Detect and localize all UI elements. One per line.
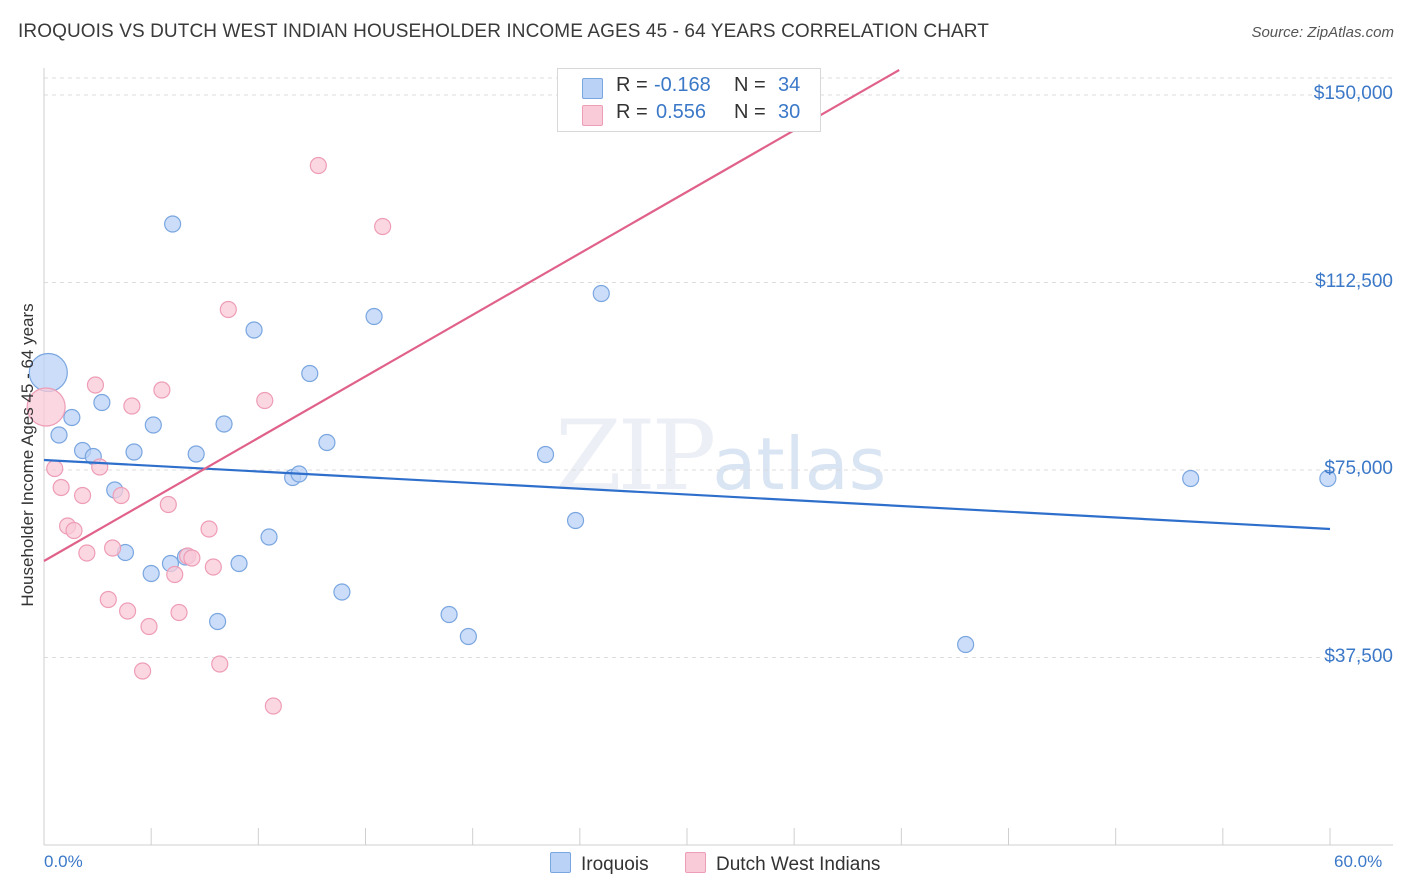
y-tick-label-150000: $150,000 — [1313, 83, 1393, 104]
trendline-dutch — [43, 69, 900, 562]
point-iroquois-15 — [209, 612, 227, 631]
legend-r-label: R = — [616, 101, 648, 123]
correlation-legend: R = -0.168 N = 34 R = 0.556 N = 30 — [557, 68, 821, 132]
watermark-atlas: atlas — [712, 422, 887, 506]
point-iroquois-17 — [230, 554, 248, 573]
point-dutch-26 — [264, 697, 282, 715]
point-iroquois-1 — [50, 426, 68, 444]
point-dutch-21 — [200, 520, 218, 538]
point-dutch-7 — [86, 376, 105, 394]
point-iroquois-32 — [1182, 469, 1200, 488]
y-tick-label-37500: $37,500 — [1324, 645, 1393, 667]
bottom-legend-swatch-iroquois — [550, 852, 571, 873]
legend-r-value: -0.168 — [654, 74, 711, 96]
point-dutch-13 — [123, 397, 141, 415]
legend-n-label: N = — [734, 74, 766, 96]
point-dutch-14 — [133, 662, 152, 680]
point-iroquois-16 — [215, 415, 233, 433]
trendline-iroquois — [43, 458, 1331, 531]
y-tick-label-112500: $112,500 — [1315, 270, 1393, 292]
point-dutch-29 — [183, 549, 201, 567]
point-dutch-10 — [103, 539, 122, 557]
point-dutch-18 — [166, 565, 184, 584]
point-iroquois-18 — [245, 321, 263, 339]
point-dutch-19 — [170, 603, 188, 622]
x-tick-label-min: 0.0% — [44, 852, 83, 871]
bottom-legend-iroquois: Iroquois — [550, 852, 649, 876]
bottom-legend-label-iroquois: Iroquois — [581, 854, 649, 875]
bottom-legend-dutch: Dutch West Indians — [685, 852, 880, 876]
point-iroquois-8 — [125, 443, 143, 461]
legend-swatch-dutch — [582, 105, 603, 126]
point-iroquois-24 — [333, 583, 351, 601]
legend-n-value: 30 — [778, 101, 801, 123]
point-dutch-4 — [65, 521, 83, 540]
point-iroquois-31 — [957, 635, 975, 654]
point-dutch-28 — [374, 217, 392, 236]
legend-r-label: R = — [616, 74, 648, 96]
legend-n-value: 34 — [778, 74, 801, 96]
y-axis-label: Householder Income Ages 45 - 64 years — [18, 303, 37, 607]
point-iroquois-28 — [536, 445, 555, 464]
point-iroquois-9 — [142, 564, 160, 583]
point-dutch-0 — [26, 387, 66, 427]
point-dutch-16 — [153, 381, 171, 399]
point-dutch-12 — [118, 602, 137, 620]
point-iroquois-19 — [260, 528, 278, 546]
point-iroquois-5 — [93, 393, 111, 412]
point-dutch-17 — [159, 495, 177, 514]
point-iroquois-22 — [301, 364, 319, 383]
point-dutch-22 — [204, 558, 222, 576]
point-dutch-15 — [140, 617, 158, 636]
point-dutch-9 — [99, 590, 117, 609]
point-iroquois-2 — [63, 408, 81, 427]
point-dutch-23 — [211, 655, 229, 673]
point-iroquois-29 — [566, 511, 585, 530]
y-tick-label-75000: $75,000 — [1324, 458, 1393, 479]
point-dutch-27 — [309, 156, 327, 175]
bottom-legend-label-dutch: Dutch West Indians — [716, 854, 881, 875]
source-label: Source: ZipAtlas.com — [1251, 24, 1394, 41]
point-dutch-6 — [78, 544, 96, 562]
point-iroquois-25 — [365, 307, 383, 326]
point-iroquois-23 — [318, 433, 336, 452]
watermark: ZIPatlas — [555, 400, 886, 512]
point-iroquois-12 — [164, 215, 182, 233]
legend-r-value: 0.556 — [656, 101, 707, 123]
chart-title: IROQUOIS VS DUTCH WEST INDIAN HOUSEHOLDE… — [18, 21, 989, 42]
point-dutch-24 — [219, 300, 237, 319]
point-iroquois-27 — [459, 627, 477, 646]
x-tick-label-max: 60.0% — [1334, 852, 1383, 871]
point-dutch-8 — [91, 458, 109, 476]
point-dutch-25 — [256, 391, 274, 410]
legend-swatch-iroquois — [582, 78, 603, 99]
bottom-legend-swatch-dutch — [685, 852, 706, 873]
point-iroquois-30 — [592, 284, 610, 303]
point-iroquois-14 — [187, 445, 205, 463]
point-dutch-2 — [52, 478, 70, 497]
watermark-zip: ZIP — [555, 400, 716, 512]
point-dutch-1 — [46, 459, 64, 478]
point-iroquois-33 — [1319, 469, 1337, 488]
point-iroquois-26 — [440, 605, 458, 624]
point-iroquois-10 — [144, 416, 162, 434]
point-dutch-11 — [112, 486, 130, 505]
legend-n-label: N = — [734, 101, 766, 123]
point-dutch-5 — [73, 486, 92, 505]
